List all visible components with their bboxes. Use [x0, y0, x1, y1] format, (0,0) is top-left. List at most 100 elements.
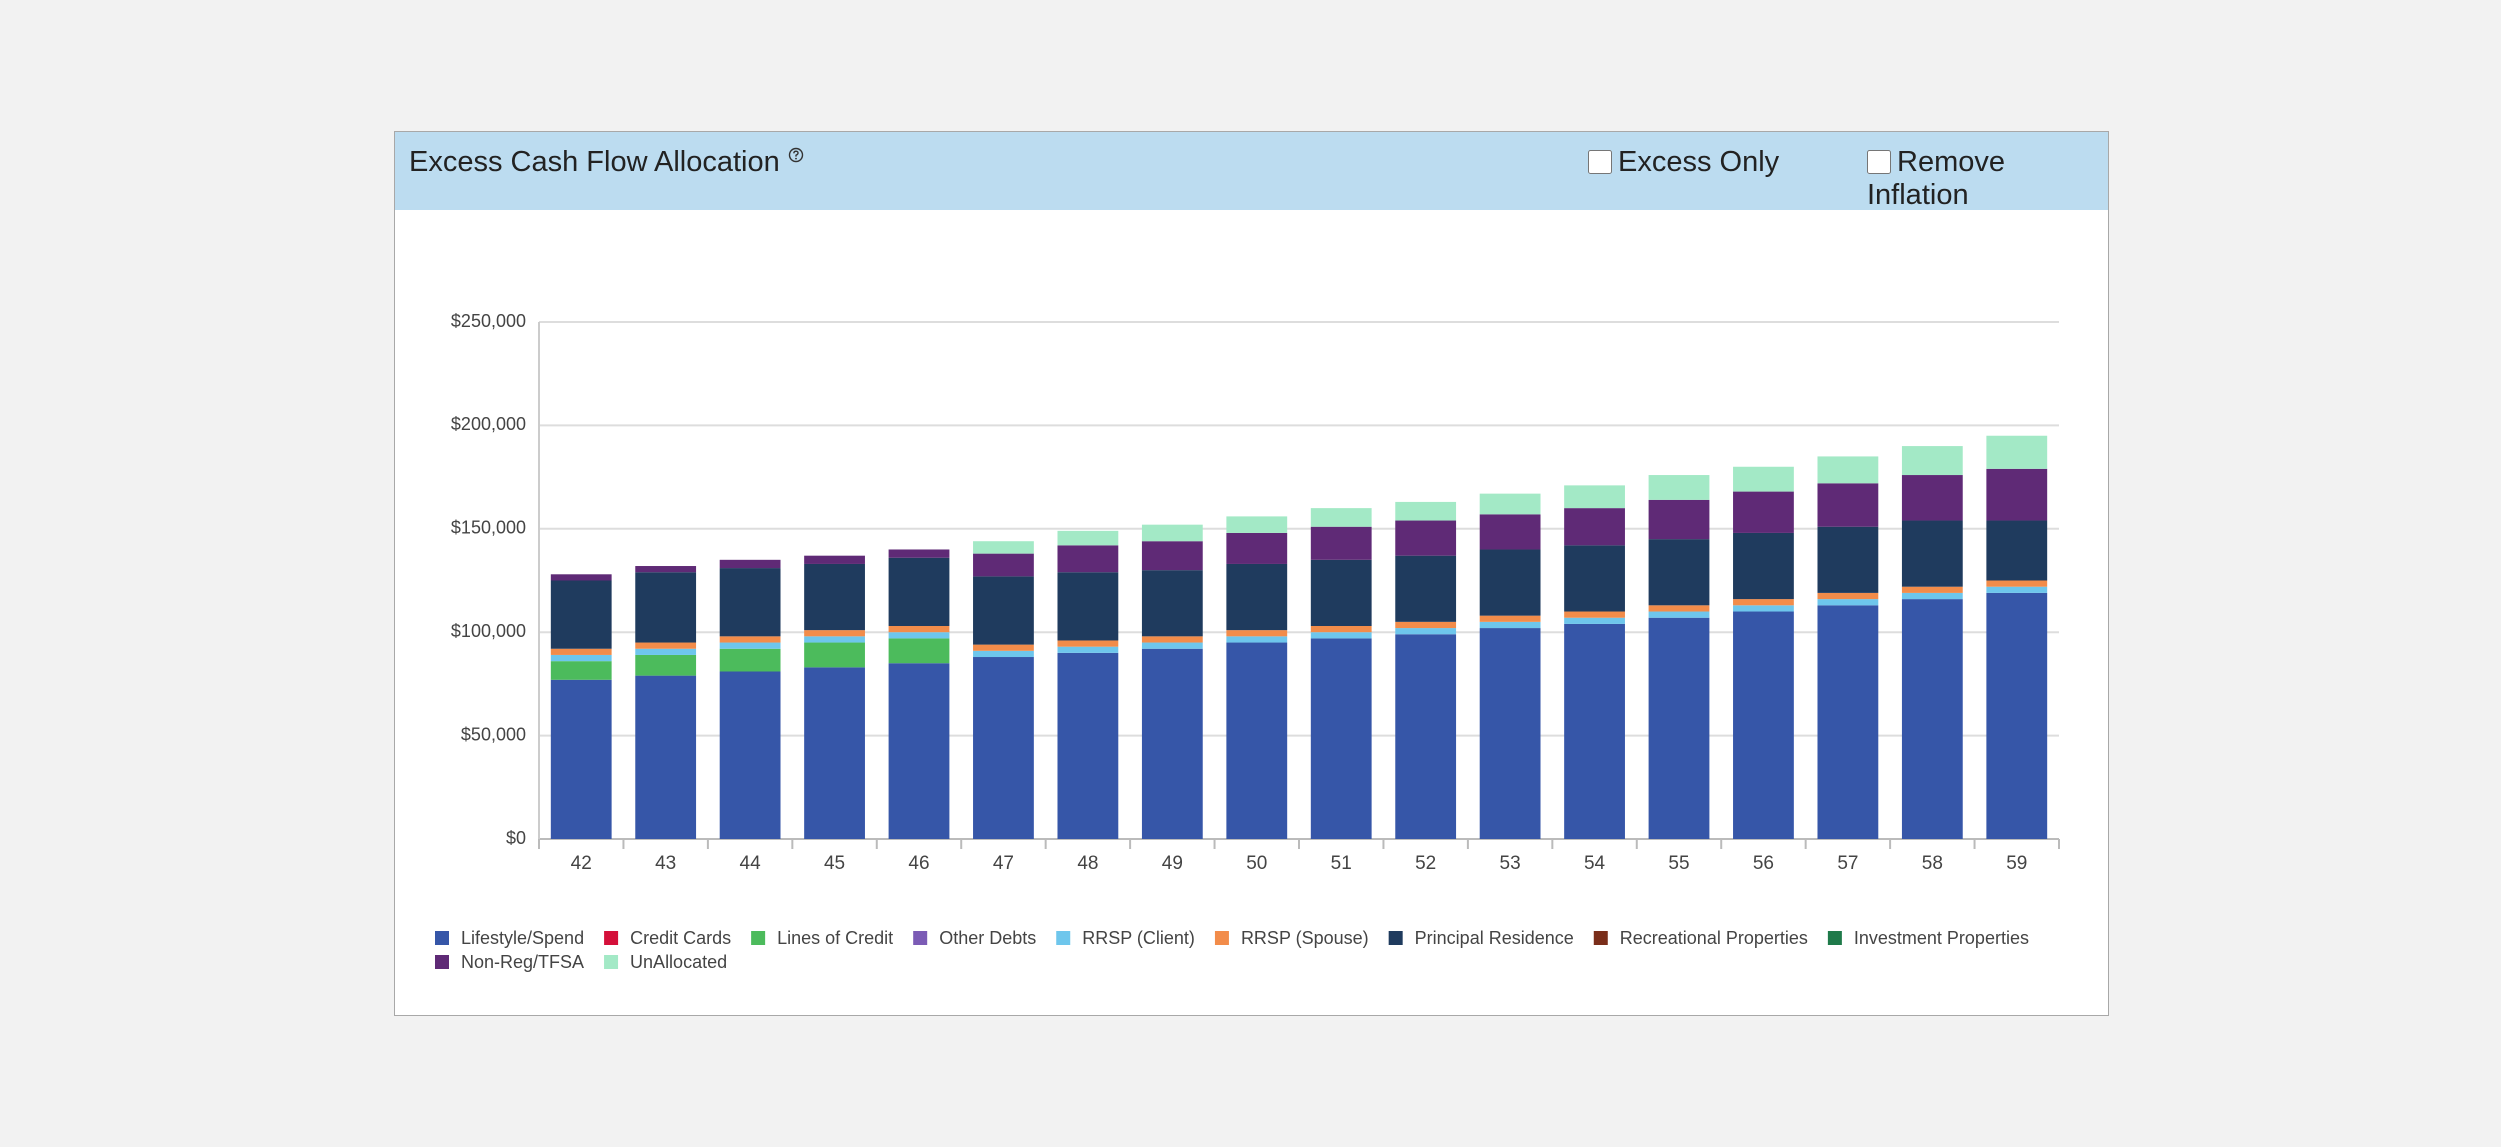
bar-segment: [1902, 521, 1963, 587]
bar-segment: [1733, 612, 1794, 839]
bar-segment: [1480, 494, 1541, 515]
bar-segment: [1057, 531, 1118, 545]
bar-segment: [804, 556, 865, 564]
x-tick-label: 47: [993, 853, 1014, 874]
x-tick-label: 42: [571, 853, 592, 874]
bar-segment: [1142, 525, 1203, 542]
bar-segment: [1311, 638, 1372, 839]
bar-segment: [973, 576, 1034, 644]
x-tick-label: 48: [1077, 853, 1098, 874]
bar-segment: [551, 680, 612, 839]
bar-segment: [1817, 483, 1878, 526]
bar-segment: [1395, 628, 1456, 634]
legend-label: Other Debts: [939, 928, 1036, 948]
bar-segment: [1395, 556, 1456, 622]
bar-segment: [635, 655, 696, 676]
x-tick-label: 56: [1753, 853, 1774, 874]
bar-segment: [720, 560, 781, 568]
legend-swatch: [435, 955, 449, 969]
legend-swatch: [1056, 931, 1070, 945]
bar-segment: [1311, 626, 1372, 632]
bar-segment: [720, 649, 781, 672]
bar-segment: [1649, 475, 1710, 500]
legend-label: Credit Cards: [630, 928, 731, 948]
bar-segment: [804, 667, 865, 839]
legend-swatch: [913, 931, 927, 945]
bar-segment: [889, 549, 950, 557]
y-tick-label: $200,000: [451, 414, 526, 434]
bar-segment: [1395, 634, 1456, 839]
legend-swatch: [1389, 931, 1403, 945]
bar-segment: [720, 568, 781, 636]
bar-segment: [1142, 570, 1203, 636]
bar-segment: [804, 636, 865, 642]
bar-segment: [1986, 593, 2047, 839]
bar-segment: [720, 643, 781, 649]
bar-segment: [635, 649, 696, 655]
bar-segment: [1733, 492, 1794, 533]
x-tick-label: 46: [908, 853, 929, 874]
x-tick-label: 44: [740, 853, 762, 874]
bar-segment: [1902, 587, 1963, 593]
bar-segment: [1902, 446, 1963, 475]
legend-label: Lifestyle/Spend: [461, 928, 584, 948]
bar-segment: [1311, 527, 1372, 560]
bar-segment: [1480, 549, 1541, 615]
y-tick-label: $100,000: [451, 621, 526, 641]
bar-segment: [804, 643, 865, 668]
bar-segment: [1733, 599, 1794, 605]
bar-segment: [1395, 622, 1456, 628]
bar-segment: [1142, 636, 1203, 642]
bar-segment: [1986, 521, 2047, 581]
bar-segment: [635, 566, 696, 572]
bar-segment: [1564, 612, 1625, 618]
bar-segment: [889, 632, 950, 638]
legend-label: Investment Properties: [1854, 928, 2029, 948]
bar-segment: [1902, 599, 1963, 839]
x-tick-label: 51: [1331, 853, 1352, 874]
bar-segment: [889, 638, 950, 663]
bar-segment: [1649, 539, 1710, 605]
bar-segment: [1311, 508, 1372, 527]
bar-segment: [1480, 514, 1541, 549]
bar-segment: [1142, 649, 1203, 839]
y-tick-label: $150,000: [451, 518, 526, 538]
bar-segment: [1142, 643, 1203, 649]
bar-segment: [1986, 587, 2047, 593]
bar-segment: [551, 661, 612, 680]
bar-segment: [889, 663, 950, 839]
bar-segment: [720, 636, 781, 642]
bar-segment: [1395, 521, 1456, 556]
bar-segment: [1480, 622, 1541, 628]
bar-segment: [804, 630, 865, 636]
bar-segment: [1057, 545, 1118, 572]
y-tick-label: $0: [506, 828, 526, 848]
bar-segment: [1733, 605, 1794, 611]
bar-segment: [720, 671, 781, 839]
bar-segment: [804, 564, 865, 630]
bar-segment: [1226, 516, 1287, 533]
bar-segment: [889, 626, 950, 632]
bar-segment: [551, 574, 612, 580]
bar-segment: [1395, 502, 1456, 521]
bar-segment: [1817, 593, 1878, 599]
legend-swatch: [1594, 931, 1608, 945]
bar-segment: [1057, 647, 1118, 653]
bar-segment: [973, 554, 1034, 577]
bar-segment: [1902, 593, 1963, 599]
bar-segment: [1564, 545, 1625, 611]
bar-segment: [1226, 630, 1287, 636]
bar-segment: [973, 541, 1034, 553]
bar-segment: [1649, 605, 1710, 611]
bar-segment: [1226, 533, 1287, 564]
legend-label: Recreational Properties: [1620, 928, 1808, 948]
bar-segment: [1057, 653, 1118, 839]
bar-segment: [1986, 436, 2047, 469]
x-tick-label: 53: [1500, 853, 1521, 874]
bar-segment: [635, 643, 696, 649]
x-tick-label: 50: [1246, 853, 1267, 874]
legend-label: RRSP (Spouse): [1241, 928, 1369, 948]
legend-swatch: [1215, 931, 1229, 945]
